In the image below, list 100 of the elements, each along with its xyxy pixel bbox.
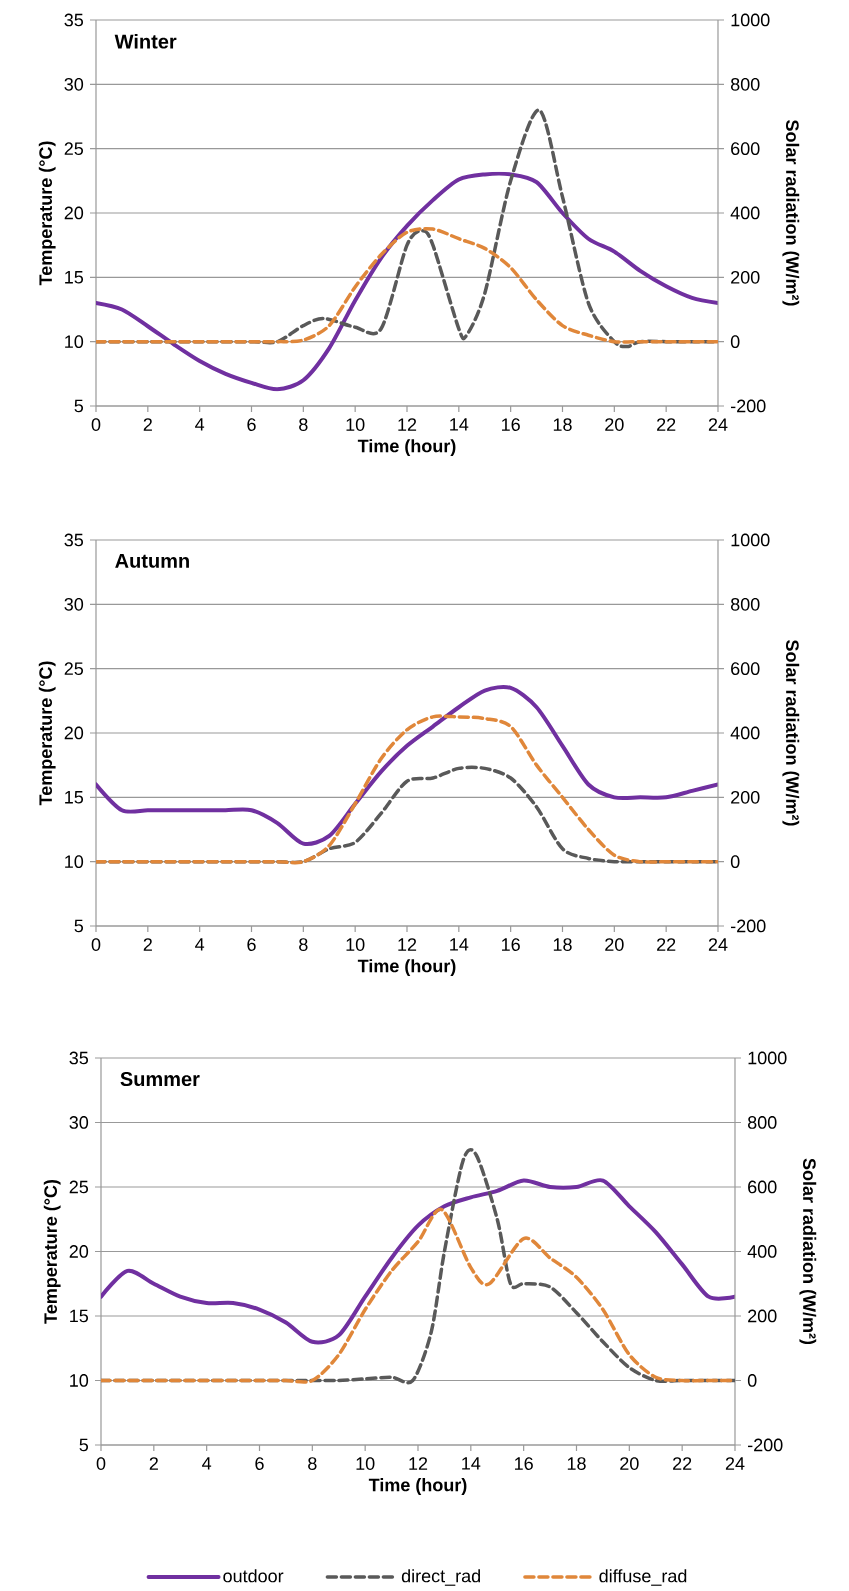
y-tick-label: 30: [64, 77, 84, 91]
x-tick-label: 24: [725, 1457, 745, 1470]
x-tick-label: 10: [346, 418, 365, 431]
line-series: [96, 714, 718, 865]
text: Autumn: [115, 553, 189, 568]
x-tick-label: 16: [502, 418, 520, 431]
line-series: [96, 685, 718, 847]
x-tick-label: 0: [96, 1457, 106, 1470]
y2-tick-label: 400: [730, 206, 760, 220]
y2-tick-label: 200: [731, 270, 760, 284]
line-series: [96, 171, 718, 392]
y2-tick-label: -200: [747, 1438, 783, 1452]
x-tick-label: 2: [149, 1457, 158, 1470]
y2-tick-label: -200: [730, 399, 766, 413]
text: Summer: [120, 1071, 200, 1087]
y-tick-label: 10: [65, 855, 84, 869]
y2-tick-label: 800: [730, 77, 760, 91]
x-tick-label: 18: [553, 418, 572, 431]
y-tick-label: 15: [70, 1309, 89, 1323]
x-tick-label: 12: [398, 418, 417, 431]
y2-tick-label: 1000: [731, 533, 770, 547]
y2-tick-label: 800: [730, 597, 760, 611]
y-tick-label: 20: [64, 726, 84, 740]
line-series: [96, 226, 718, 344]
y-tick-label: 5: [79, 1438, 89, 1452]
y-tick-label: 30: [64, 597, 84, 611]
x-tick-label: 14: [462, 1457, 481, 1470]
x-tick-label: 6: [255, 1457, 264, 1470]
x-tick-label: 4: [202, 1457, 212, 1470]
x-tick-label: 0: [91, 938, 101, 951]
y2-axis-title: Solar radiation (W/m²): [799, 1158, 817, 1345]
x-tick-label: 20: [605, 938, 624, 951]
y2-tick-label: 1000: [748, 1051, 787, 1065]
x-tick-label: 8: [308, 1457, 317, 1470]
x-tick-label: 16: [502, 938, 520, 951]
y-tick-label: 5: [74, 919, 84, 933]
y2-tick-label: 1000: [731, 13, 770, 27]
y-tick-label: 30: [69, 1116, 89, 1129]
line-series: [101, 1207, 735, 1384]
y-tick-label: 10: [70, 1374, 89, 1387]
y2-tick-label: 800: [747, 1116, 777, 1129]
y-tick-label: 25: [64, 142, 84, 156]
x-tick-label: 22: [657, 418, 676, 431]
y-tick-label: 15: [65, 271, 84, 284]
x-tick-label: 8: [299, 418, 308, 431]
x-tick-label: 20: [620, 1457, 639, 1470]
y-tick-label: 35: [64, 533, 84, 547]
y2-tick-label: -200: [730, 919, 766, 933]
y2-tick-label: 200: [731, 790, 760, 804]
x-tick-label: 22: [657, 938, 676, 951]
x-tick-label: 2: [143, 938, 152, 951]
y2-tick-label: 0: [730, 335, 740, 349]
y-tick-label: 25: [64, 662, 84, 676]
y2-tick-label: 600: [748, 1180, 777, 1194]
y-tick-label: 5: [74, 399, 84, 413]
y-tick-label: 10: [65, 335, 84, 349]
x-axis-title: Time (hour): [368, 1478, 467, 1495]
x-axis-title: Time (hour): [357, 959, 456, 976]
x-tick-label: 4: [195, 938, 205, 951]
x-tick-label: 4: [195, 418, 205, 431]
x-tick-label: 16: [515, 1457, 533, 1470]
x-tick-label: 2: [143, 418, 152, 431]
y2-tick-label: 0: [730, 855, 740, 869]
x-tick-label: 10: [356, 1457, 375, 1470]
x-tick-label: 20: [605, 418, 624, 431]
line-series: [101, 1178, 735, 1345]
y2-tick-label: 600: [731, 142, 760, 156]
x-tick-label: 18: [553, 938, 572, 951]
y-axis-title: Temperature (°C): [38, 141, 56, 286]
y-tick-label: 15: [65, 791, 84, 804]
text: Winter: [114, 33, 177, 49]
y2-tick-label: 400: [747, 1245, 777, 1258]
y-axis-title: Temperature (°C): [43, 1179, 61, 1324]
legend-label: direct_rad: [401, 1569, 480, 1586]
x-tick-label: 24: [708, 938, 728, 951]
x-tick-label: 6: [247, 938, 256, 951]
x-tick-label: 14: [450, 418, 469, 431]
x-tick-label: 12: [398, 938, 417, 951]
x-tick-label: 8: [299, 938, 308, 951]
y2-tick-label: 600: [731, 662, 760, 676]
x-tick-label: 24: [708, 418, 728, 431]
x-tick-label: 12: [409, 1457, 428, 1470]
y-tick-label: 20: [64, 206, 84, 220]
y2-axis-title: Solar radiation (W/m²): [782, 640, 800, 826]
y-tick-label: 25: [69, 1180, 89, 1194]
x-tick-label: 18: [567, 1457, 586, 1470]
x-tick-label: 6: [247, 418, 256, 431]
y-tick-label: 35: [69, 1051, 89, 1065]
y-axis-title: Temperature (°C): [38, 661, 56, 806]
x-tick-label: 10: [346, 938, 365, 951]
y2-tick-label: 200: [748, 1309, 777, 1323]
legend-label: diffuse_rad: [599, 1569, 687, 1586]
y2-tick-label: 400: [730, 726, 760, 740]
y2-axis-title: Solar radiation (W/m²): [782, 120, 800, 306]
y-tick-label: 35: [64, 13, 84, 27]
legend-label: outdoor: [223, 1569, 284, 1583]
x-tick-label: 0: [91, 418, 101, 431]
x-tick-label: 22: [673, 1457, 692, 1470]
x-tick-label: 14: [450, 938, 469, 951]
x-axis-title: Time (hour): [357, 439, 456, 456]
